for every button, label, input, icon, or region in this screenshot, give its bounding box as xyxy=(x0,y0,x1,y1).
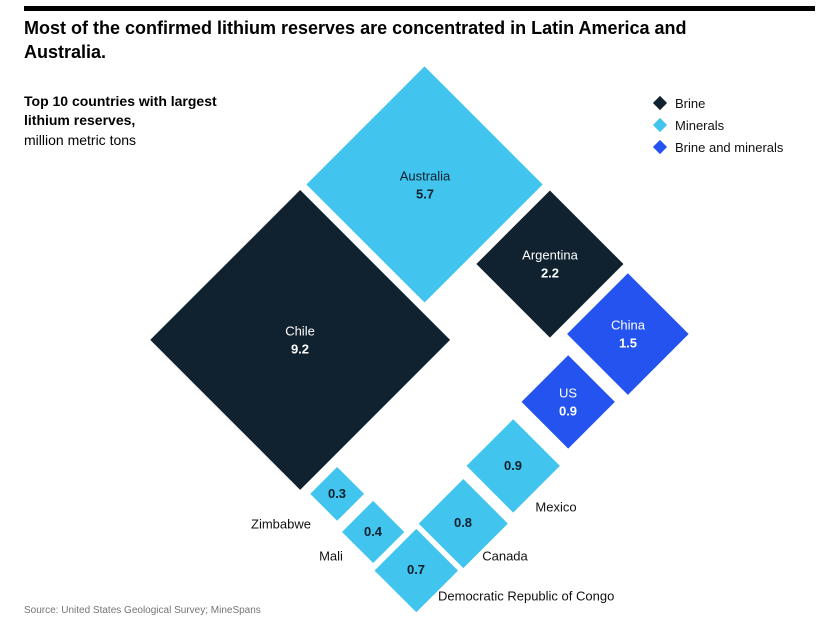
country-value: 5.7 xyxy=(415,186,435,201)
diamond-label-us: US 0.9 xyxy=(559,384,577,419)
country-value: 0.3 xyxy=(327,486,347,502)
page-title: Most of the confirmed lithium reserves a… xyxy=(24,18,687,62)
country-value: 0.9 xyxy=(503,458,523,474)
country-name: Chile xyxy=(285,323,315,339)
legend-item-brine-and-minerals: Brine and minerals xyxy=(652,139,783,155)
diamond-label-zimbabwe: 0.3 xyxy=(328,485,346,503)
country-name: Argentina xyxy=(522,247,578,263)
source-note: Source: United States Geological Survey;… xyxy=(24,605,261,616)
top-rule xyxy=(24,6,815,11)
chart-subtitle: Top 10 countries with largest lithium re… xyxy=(24,92,224,150)
legend-item-minerals: Minerals xyxy=(652,117,783,133)
diamond-label-australia: Australia 5.7 xyxy=(400,167,451,202)
country-name-mali: Mali xyxy=(319,548,343,564)
country-name-zimbabwe: Zimbabwe xyxy=(251,516,311,532)
country-name: China xyxy=(611,317,645,333)
legend-label: Brine xyxy=(675,95,706,111)
country-value: 9.2 xyxy=(290,341,310,356)
country-name-canada: Canada xyxy=(482,548,528,564)
legend-item-brine: Brine xyxy=(652,95,783,111)
legend: Brine Minerals Brine and minerals xyxy=(652,95,783,161)
legend-label: Minerals xyxy=(675,117,725,133)
country-value: 0.8 xyxy=(453,515,473,531)
country-name: US xyxy=(558,385,578,401)
country-name-democratic-republic-of-congo: Democratic Republic of Congo xyxy=(438,588,615,604)
legend-label: Brine and minerals xyxy=(675,139,784,155)
country-value: 0.9 xyxy=(558,403,578,418)
chart-subtitle-bold: Top 10 countries with largest lithium re… xyxy=(24,93,217,129)
country-value: 1.5 xyxy=(618,335,638,350)
diamond-label-argentina: Argentina 2.2 xyxy=(522,246,578,281)
diamond-label-democratic-republic-of-congo: 0.7 xyxy=(407,561,425,579)
chart-subtitle-unit: million metric tons xyxy=(24,131,137,148)
diamond-label-mexico: 0.9 xyxy=(504,457,522,475)
country-value: 2.2 xyxy=(540,265,560,280)
country-name-mexico: Mexico xyxy=(535,499,577,515)
country-value: 0.4 xyxy=(363,524,383,540)
diamond-label-mali: 0.4 xyxy=(364,523,382,541)
diamond-label-canada: 0.8 xyxy=(454,514,472,532)
diamond-label-china: China 1.5 xyxy=(611,316,645,351)
country-name: Australia xyxy=(399,168,451,184)
diamond-label-chile: Chile 9.2 xyxy=(285,322,315,357)
country-value: 0.7 xyxy=(406,562,426,578)
